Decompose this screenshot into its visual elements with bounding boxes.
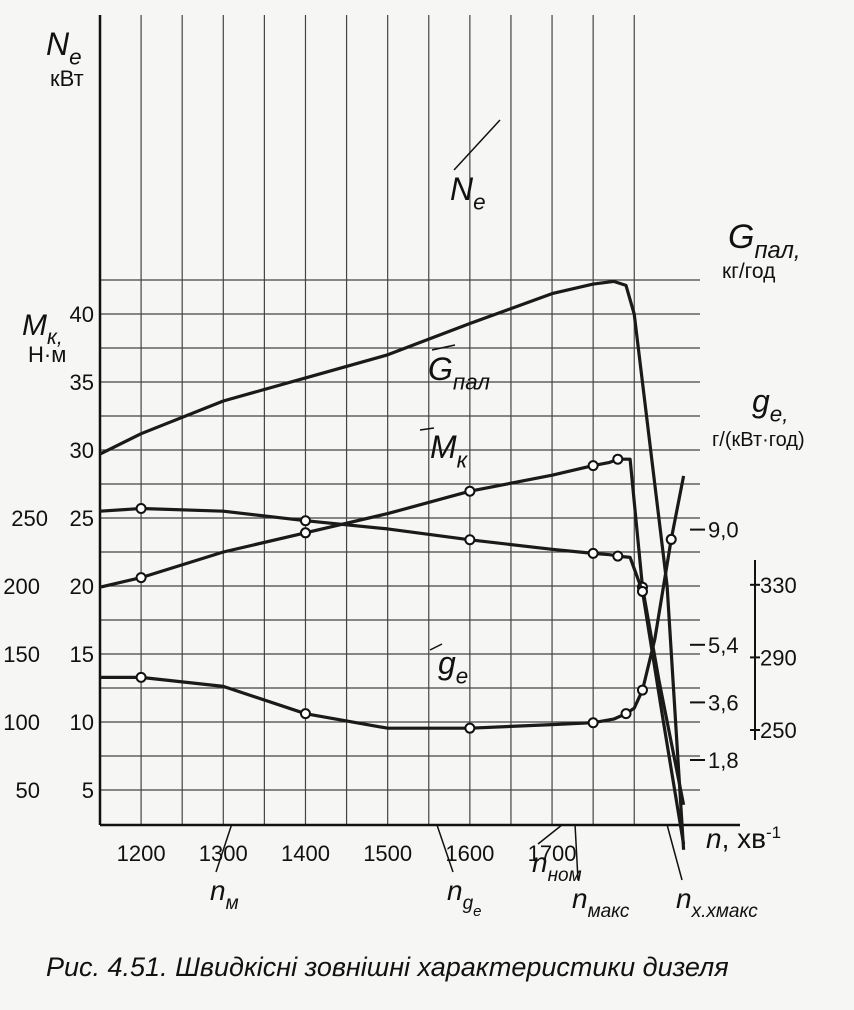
mk-tick-label: 100 [3,710,40,735]
x-tick-label: 1600 [445,841,494,866]
ge-axis-title: ge, [752,383,788,427]
series-label-gpal: Gпал [428,351,490,395]
mk-tick-label: 150 [3,642,40,667]
ne-axis-unit: кВт [50,66,84,91]
series-point-gpal [299,527,311,539]
series-point-mk [636,585,648,597]
ne-tick-label: 25 [70,506,94,531]
ne-tick-label: 30 [70,438,94,463]
ne-tick-label: 40 [70,302,94,327]
gpal-tick-label: 5,4 [708,633,739,658]
speed-marker-label: nном [532,847,582,886]
speed-marker-label: nge [447,875,482,920]
speed-marker-label: nмакс [572,883,630,922]
gpal-tick-label: 1,8 [708,748,739,773]
series-line-gpal [99,457,686,806]
marker-leader [436,824,454,873]
series-point-ge [464,722,476,734]
series-point-ge [299,708,311,720]
gpal-tick-label: 3,6 [708,690,739,715]
marker-leader [666,824,683,881]
ne-tick-label: 35 [70,370,94,395]
x-tick-label: 1700 [528,841,577,866]
series-label-leader [429,643,443,651]
series-label-ne: Ne [450,171,486,215]
x-tick-label: 1300 [199,841,248,866]
x-tick-label: 1200 [117,841,166,866]
series-label-leader [453,119,501,171]
mk-tick-label: 250 [11,506,48,531]
marker-leader [537,824,563,845]
ne-tick-label: 15 [70,642,94,667]
series-point-ge [620,708,632,720]
series-point-gpal [587,460,599,472]
gpal-axis-unit: кг/год [722,260,775,283]
series-point-mk [612,550,624,562]
gpal-tick-label: 9,0 [708,518,739,543]
series-point-ge [587,717,599,729]
ne-tick-label: 20 [70,574,94,599]
ge-tick-label: 330 [760,573,797,598]
ne-axis-title: Ne [46,26,82,70]
marker-leader [574,824,579,881]
series-label-leader [419,427,435,431]
series-point-gpal [464,485,476,497]
series-line-mk [99,506,686,845]
series-point-mk [587,547,599,559]
series-label-leader [431,344,456,351]
series-point-gpal [612,453,624,465]
mk-tick-label: 50 [16,778,40,803]
ge-tick-label: 250 [760,718,797,743]
x-tick-label: 1400 [281,841,330,866]
speed-marker-label: nм [210,875,239,914]
series-point-mk [299,515,311,527]
marker-leader [215,824,233,873]
series-point-ge [665,533,677,545]
x-axis-title: n, хв-1 [706,823,781,854]
gpal-axis-title: Gпал, [728,218,801,264]
series-label-mk: Mк [430,429,469,473]
speed-marker-label: nх.хмакс [676,883,758,922]
series-point-mk [464,534,476,546]
chart: 1200 1300 1400 1500 1600 1700 5 10 15 20 25 30 35 40 5… [3,15,805,922]
figure-caption: Рис. 4.51. Швидкісні зовнішні характерис… [46,952,729,982]
series-point-ge [135,671,147,683]
series-label-ge: ge [438,645,468,689]
series-line-ne [99,279,686,850]
mk-axis-unit: Н·м [28,342,66,367]
mk-axis-title: Mк, [22,309,63,349]
ge-tick-label: 290 [760,645,797,670]
series-point-mk [135,502,147,514]
ge-axis-unit: г/(кВт·год) [712,429,805,451]
ne-tick-label: 10 [70,710,94,735]
series-point-gpal [135,572,147,584]
ne-tick-label: 5 [82,778,94,803]
series-point-ge [636,684,648,696]
mk-tick-label: 200 [3,574,40,599]
x-tick-label: 1500 [363,841,412,866]
